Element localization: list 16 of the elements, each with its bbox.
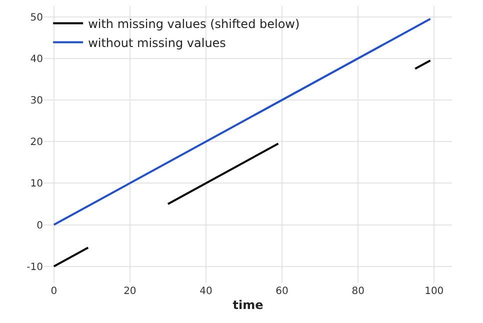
- x-tick-label: 80: [352, 286, 364, 297]
- x-tick-label: 40: [200, 286, 212, 297]
- y-tick-label: 50: [30, 12, 43, 24]
- y-tick-label: 30: [30, 96, 43, 106]
- x-tick-label: 20: [124, 286, 136, 297]
- legend-label: with missing values (shifted below): [88, 16, 300, 31]
- x-axis-title: time: [232, 298, 264, 312]
- x-tick-label: 60: [276, 286, 288, 297]
- y-tick-label: 40: [30, 54, 43, 65]
- y-tick-label: 20: [30, 137, 43, 148]
- y-tick-label: 10: [30, 178, 43, 190]
- x-tick-label: 100: [424, 286, 444, 297]
- y-tick-label: 0: [36, 220, 43, 232]
- legend-label: without missing values: [88, 36, 226, 50]
- x-tick-label: 0: [50, 286, 58, 297]
- y-tick-label: -10: [26, 262, 43, 273]
